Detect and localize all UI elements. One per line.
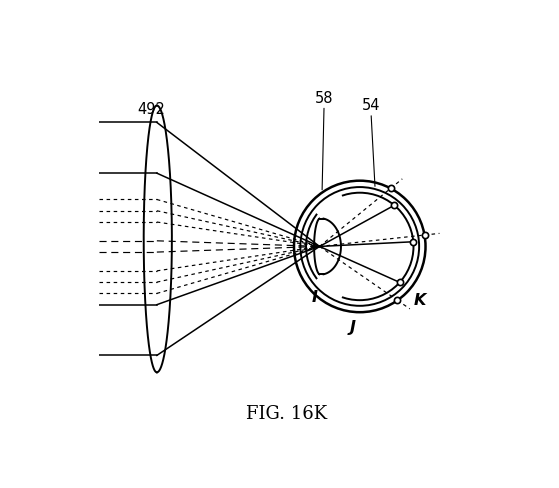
Text: FIG. 16K: FIG. 16K — [246, 405, 327, 423]
Text: 58: 58 — [315, 90, 333, 105]
Text: I: I — [312, 290, 318, 305]
Text: K: K — [414, 293, 426, 308]
Text: J: J — [349, 320, 356, 335]
Text: 54: 54 — [362, 98, 380, 113]
Text: 492: 492 — [138, 102, 165, 117]
